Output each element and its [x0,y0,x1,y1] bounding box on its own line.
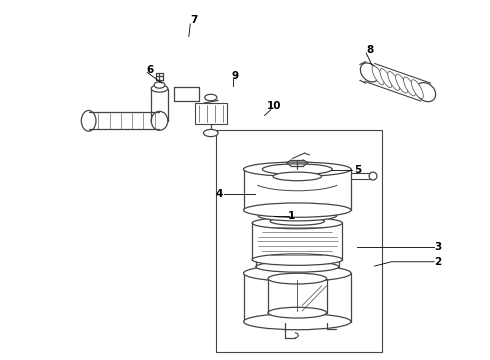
Ellipse shape [412,80,423,99]
Ellipse shape [151,85,168,92]
Bar [195,103,227,124]
Text: 3: 3 [434,242,441,252]
Ellipse shape [273,172,321,181]
Ellipse shape [360,63,379,82]
Ellipse shape [416,82,436,102]
Ellipse shape [252,217,343,229]
Ellipse shape [270,257,324,264]
Ellipse shape [404,77,416,96]
Ellipse shape [268,273,327,284]
Text: 9: 9 [232,71,239,81]
Ellipse shape [258,211,336,221]
Ellipse shape [369,172,377,180]
Ellipse shape [270,217,324,225]
Text: 4: 4 [216,189,223,199]
Ellipse shape [244,265,351,281]
Ellipse shape [262,164,332,175]
Text: 2: 2 [434,257,441,267]
Text: 5: 5 [354,165,361,175]
Ellipse shape [205,94,217,101]
Ellipse shape [252,254,343,265]
Ellipse shape [244,162,351,176]
Ellipse shape [256,261,339,272]
Bar [216,130,382,352]
Ellipse shape [203,130,218,136]
Ellipse shape [388,71,400,90]
Ellipse shape [151,111,168,130]
Ellipse shape [380,69,392,87]
Ellipse shape [81,111,96,131]
Text: 10: 10 [267,102,282,112]
Ellipse shape [396,74,408,93]
Text: 7: 7 [190,15,197,26]
Text: 1: 1 [288,211,295,221]
Ellipse shape [154,82,165,88]
Ellipse shape [274,206,321,214]
Ellipse shape [268,307,327,318]
Ellipse shape [244,314,351,330]
Ellipse shape [372,66,384,85]
Text: 6: 6 [146,64,153,75]
Ellipse shape [244,203,351,217]
Text: 8: 8 [366,45,373,55]
